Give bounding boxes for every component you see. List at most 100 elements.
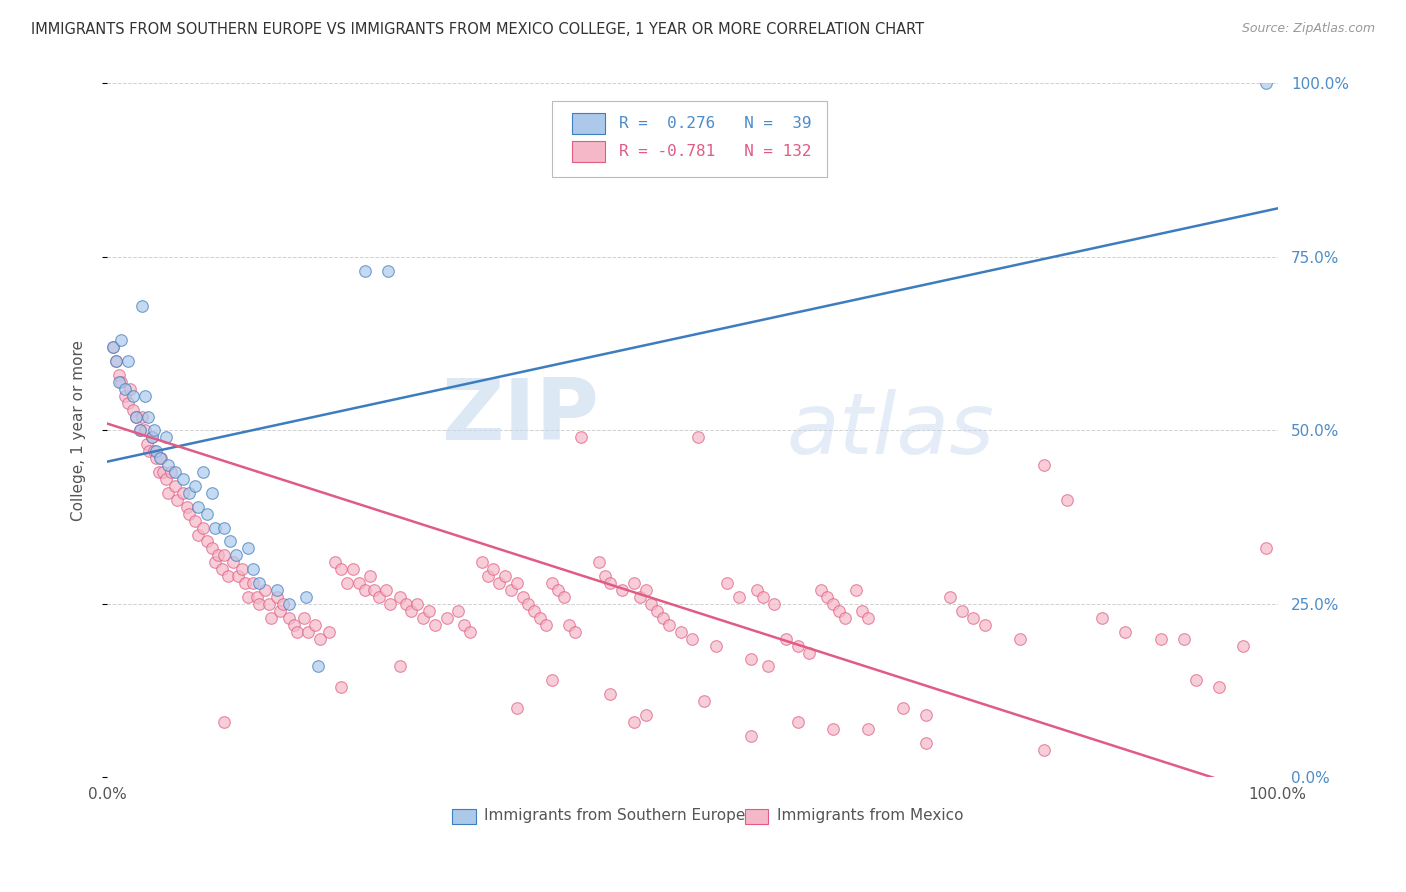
- Point: [212, 549, 235, 563]
- Point: [558, 617, 581, 632]
- Point: [962, 611, 984, 625]
- Point: [177, 507, 200, 521]
- Point: [974, 617, 997, 632]
- Point: [266, 583, 288, 598]
- Point: [212, 520, 235, 534]
- Point: [163, 465, 186, 479]
- Point: [160, 465, 183, 479]
- Point: [1149, 632, 1171, 646]
- Point: [482, 562, 505, 576]
- Point: [152, 465, 174, 479]
- Point: [915, 736, 938, 750]
- Point: [309, 632, 332, 646]
- Point: [634, 708, 657, 723]
- Point: [728, 590, 751, 604]
- Point: [453, 617, 475, 632]
- Point: [821, 597, 844, 611]
- Point: [247, 576, 270, 591]
- Point: [610, 583, 633, 598]
- Point: [114, 382, 136, 396]
- FancyBboxPatch shape: [572, 113, 605, 134]
- Point: [488, 576, 510, 591]
- Point: [187, 500, 209, 514]
- Point: [494, 569, 516, 583]
- Point: [142, 444, 165, 458]
- Point: [915, 708, 938, 723]
- Text: Immigrants from Mexico: Immigrants from Mexico: [776, 808, 963, 823]
- Point: [569, 430, 592, 444]
- Point: [125, 409, 148, 424]
- Point: [751, 590, 773, 604]
- Point: [418, 604, 440, 618]
- Point: [359, 569, 381, 583]
- Point: [156, 458, 179, 472]
- Point: [247, 597, 270, 611]
- Point: [436, 611, 458, 625]
- Point: [652, 611, 675, 625]
- Point: [1010, 632, 1032, 646]
- Point: [330, 680, 353, 694]
- Point: [277, 611, 299, 625]
- Point: [763, 597, 786, 611]
- Point: [105, 354, 128, 368]
- Point: [135, 437, 157, 451]
- Y-axis label: College, 1 year or more: College, 1 year or more: [72, 340, 86, 521]
- Point: [1184, 673, 1206, 688]
- Point: [827, 604, 849, 618]
- Point: [588, 555, 610, 569]
- Point: [523, 604, 546, 618]
- Point: [658, 617, 681, 632]
- Point: [155, 430, 177, 444]
- Point: [423, 617, 446, 632]
- Text: atlas: atlas: [786, 389, 994, 472]
- Point: [499, 583, 522, 598]
- Point: [145, 444, 167, 458]
- Point: [353, 583, 375, 598]
- Point: [184, 479, 207, 493]
- Point: [1032, 458, 1054, 472]
- Point: [693, 694, 716, 708]
- Point: [1091, 611, 1114, 625]
- Point: [412, 611, 434, 625]
- Point: [138, 444, 160, 458]
- Point: [292, 611, 315, 625]
- Point: [142, 424, 165, 438]
- Point: [226, 569, 249, 583]
- Point: [277, 597, 299, 611]
- Point: [177, 486, 200, 500]
- Point: [136, 409, 159, 424]
- Point: [786, 639, 808, 653]
- Point: [120, 382, 142, 396]
- Text: R =  0.276   N =  39: R = 0.276 N = 39: [619, 116, 811, 131]
- Text: IMMIGRANTS FROM SOUTHERN EUROPE VS IMMIGRANTS FROM MEXICO COLLEGE, 1 YEAR OR MOR: IMMIGRANTS FROM SOUTHERN EUROPE VS IMMIG…: [31, 22, 924, 37]
- Point: [149, 451, 172, 466]
- FancyBboxPatch shape: [572, 141, 605, 161]
- Point: [131, 299, 153, 313]
- Point: [225, 549, 247, 563]
- Point: [599, 576, 621, 591]
- Point: [176, 500, 198, 514]
- Point: [394, 597, 416, 611]
- Point: [156, 486, 179, 500]
- Point: [1254, 541, 1277, 556]
- Point: [740, 729, 762, 743]
- Point: [477, 569, 499, 583]
- Point: [377, 264, 399, 278]
- Point: [669, 624, 692, 639]
- Point: [191, 520, 214, 534]
- Point: [388, 659, 411, 673]
- Point: [374, 583, 396, 598]
- Point: [799, 646, 821, 660]
- Point: [353, 264, 375, 278]
- Point: [172, 472, 194, 486]
- Point: [145, 451, 167, 466]
- Point: [166, 492, 188, 507]
- Point: [599, 687, 621, 701]
- Point: [564, 624, 586, 639]
- Point: [266, 590, 288, 604]
- Point: [117, 354, 139, 368]
- Point: [851, 604, 873, 618]
- Text: ZIP: ZIP: [441, 375, 599, 458]
- Point: [246, 590, 269, 604]
- Point: [640, 597, 662, 611]
